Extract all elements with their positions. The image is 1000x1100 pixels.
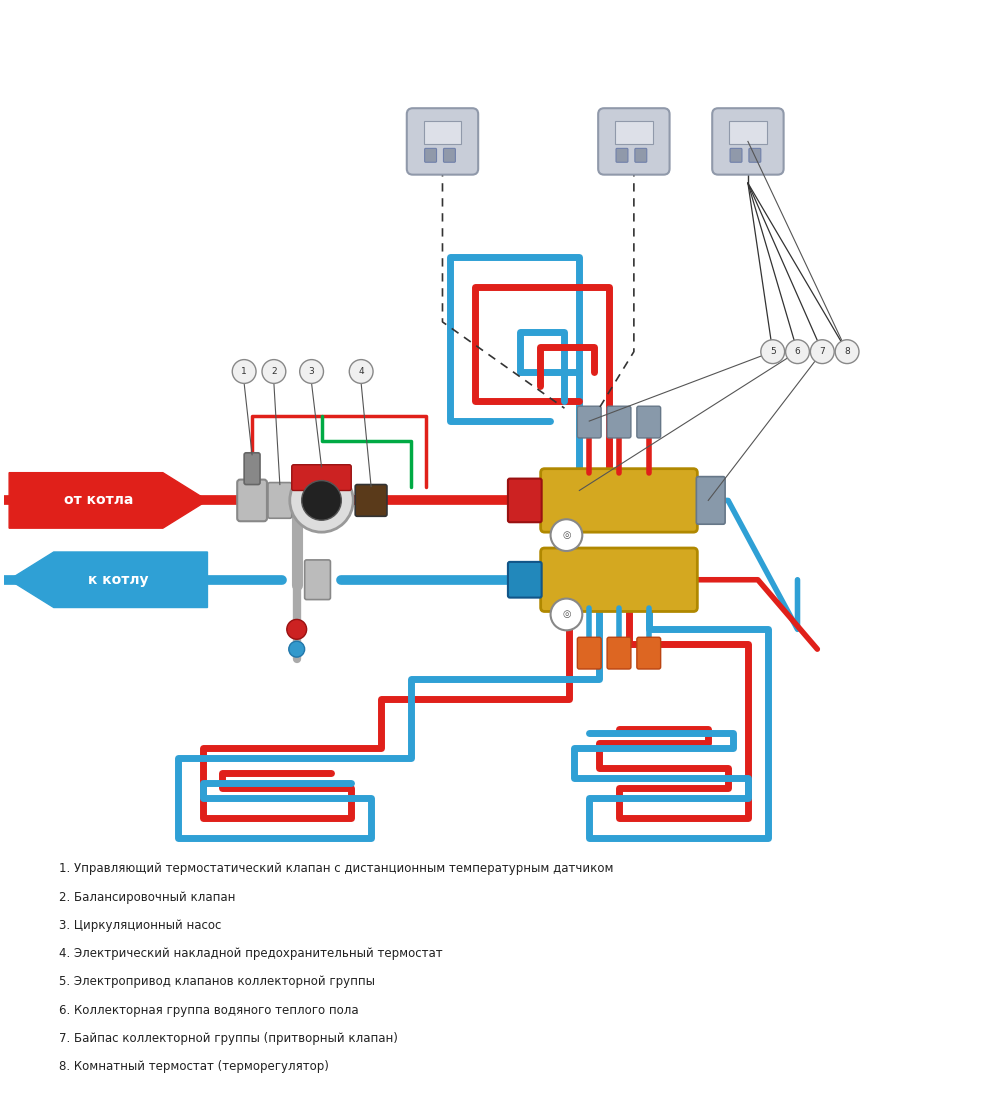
FancyBboxPatch shape (424, 121, 461, 144)
Circle shape (551, 598, 582, 630)
Text: 8. Комнатный термостат (терморегулятор): 8. Комнатный термостат (терморегулятор) (59, 1060, 329, 1074)
FancyBboxPatch shape (607, 637, 631, 669)
Circle shape (300, 360, 323, 384)
Text: 8: 8 (844, 348, 850, 356)
Text: 4: 4 (358, 367, 364, 376)
Circle shape (262, 360, 286, 384)
FancyBboxPatch shape (598, 108, 670, 175)
Circle shape (232, 360, 256, 384)
Circle shape (810, 340, 834, 364)
Text: 6. Коллекторная группа водяного теплого пола: 6. Коллекторная группа водяного теплого … (59, 1003, 358, 1016)
FancyBboxPatch shape (244, 453, 260, 484)
FancyBboxPatch shape (730, 148, 742, 163)
FancyBboxPatch shape (577, 406, 601, 438)
Circle shape (761, 340, 785, 364)
Text: 6: 6 (795, 348, 800, 356)
FancyBboxPatch shape (637, 406, 661, 438)
FancyBboxPatch shape (443, 148, 455, 163)
Text: 1. Управляющий термостатический клапан с дистанционным температурным датчиком: 1. Управляющий термостатический клапан с… (59, 862, 613, 876)
Circle shape (835, 340, 859, 364)
FancyBboxPatch shape (425, 148, 437, 163)
Text: 2. Балансировочный клапан: 2. Балансировочный клапан (59, 891, 235, 903)
Circle shape (302, 481, 341, 520)
FancyBboxPatch shape (541, 548, 697, 612)
Polygon shape (9, 552, 207, 607)
FancyBboxPatch shape (237, 480, 267, 521)
Text: 7: 7 (819, 348, 825, 356)
Circle shape (290, 469, 353, 532)
Text: 2: 2 (271, 367, 277, 376)
Text: 1: 1 (241, 367, 247, 376)
FancyBboxPatch shape (292, 464, 351, 491)
Circle shape (786, 340, 809, 364)
FancyBboxPatch shape (541, 469, 697, 532)
FancyBboxPatch shape (712, 108, 784, 175)
FancyBboxPatch shape (407, 108, 478, 175)
FancyBboxPatch shape (729, 121, 767, 144)
FancyBboxPatch shape (749, 148, 761, 163)
Circle shape (551, 519, 582, 551)
Polygon shape (9, 473, 207, 528)
Text: 5: 5 (770, 348, 776, 356)
Circle shape (289, 641, 305, 657)
Text: 3: 3 (309, 367, 314, 376)
Circle shape (287, 619, 307, 639)
Text: 4. Электрический накладной предохранительный термостат: 4. Электрический накладной предохранител… (59, 947, 442, 960)
FancyBboxPatch shape (615, 121, 653, 144)
Text: от котла: от котла (64, 494, 133, 507)
FancyBboxPatch shape (607, 406, 631, 438)
FancyBboxPatch shape (696, 476, 725, 525)
FancyBboxPatch shape (355, 484, 387, 516)
Text: ◎: ◎ (562, 609, 571, 619)
Text: к котлу: к котлу (88, 573, 148, 586)
FancyBboxPatch shape (637, 637, 661, 669)
FancyBboxPatch shape (616, 148, 628, 163)
Text: 7. Байпас коллекторной группы (притворный клапан): 7. Байпас коллекторной группы (притворны… (59, 1032, 398, 1045)
Circle shape (349, 360, 373, 384)
FancyBboxPatch shape (268, 483, 292, 518)
FancyBboxPatch shape (508, 562, 542, 597)
Text: 3. Циркуляционный насос: 3. Циркуляционный насос (59, 918, 221, 932)
FancyBboxPatch shape (508, 478, 542, 522)
Text: 5. Электропривод клапанов коллекторной группы: 5. Электропривод клапанов коллекторной г… (59, 976, 375, 989)
FancyBboxPatch shape (635, 148, 647, 163)
FancyBboxPatch shape (577, 637, 601, 669)
FancyBboxPatch shape (305, 560, 330, 600)
Text: ◎: ◎ (562, 530, 571, 540)
